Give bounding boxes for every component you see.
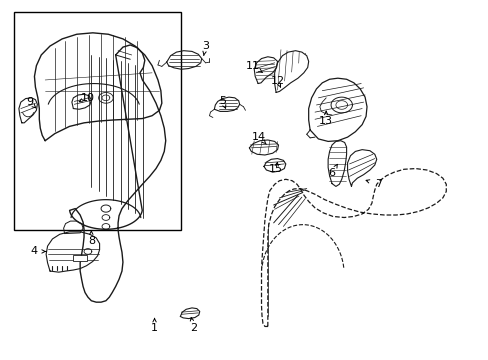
Text: 8: 8 [88,236,95,246]
Text: 15: 15 [268,164,283,174]
Text: 1: 1 [151,323,158,333]
Text: 9: 9 [26,97,33,107]
Text: 11: 11 [246,62,260,71]
Text: 5: 5 [219,96,225,107]
Text: 6: 6 [328,168,335,178]
Text: 7: 7 [374,179,381,189]
Text: 13: 13 [319,116,332,126]
Text: 12: 12 [270,76,284,86]
Text: 10: 10 [81,93,95,103]
Text: 2: 2 [189,323,197,333]
Text: 4: 4 [31,247,38,256]
Text: 14: 14 [251,132,265,142]
Bar [73,255,87,261]
Text: 3: 3 [202,41,209,51]
Bar [14,12,181,230]
